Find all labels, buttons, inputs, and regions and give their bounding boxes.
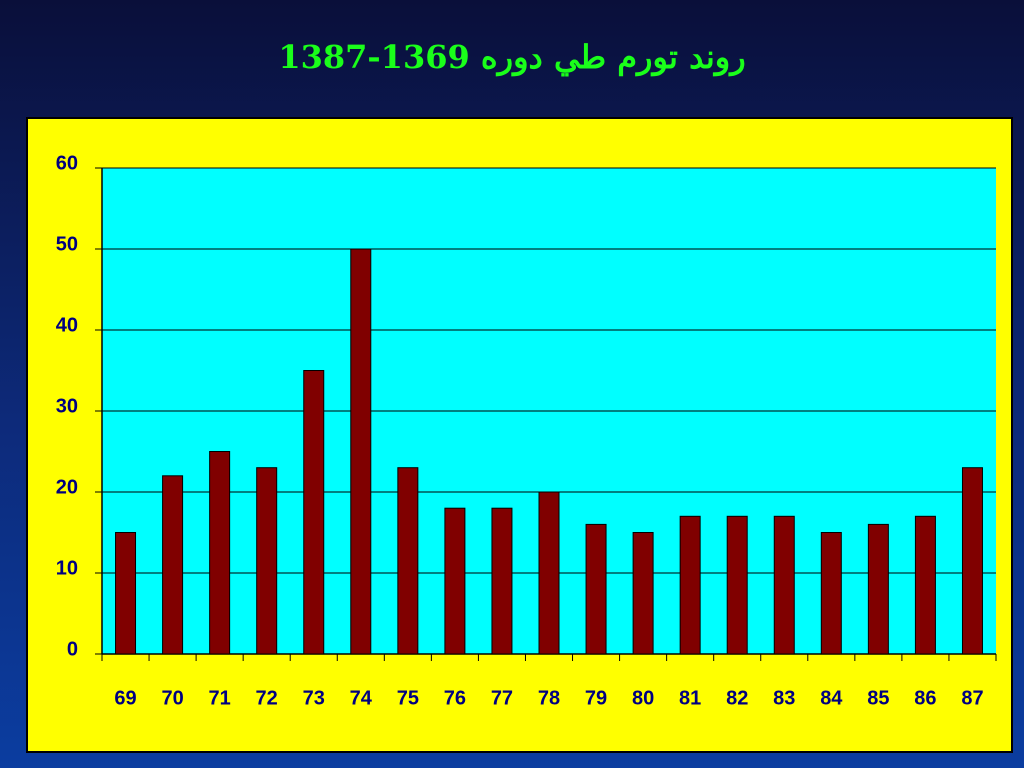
bar bbox=[961, 467, 983, 655]
x-tick-label: 69 bbox=[114, 687, 136, 709]
x-tick-label: 74 bbox=[350, 687, 373, 709]
bar bbox=[162, 475, 184, 655]
bar bbox=[914, 515, 936, 655]
bar bbox=[632, 532, 654, 655]
x-tick-label: 75 bbox=[397, 687, 419, 709]
y-tick-label: 10 bbox=[56, 557, 78, 579]
bar bbox=[679, 515, 701, 655]
bar bbox=[444, 507, 466, 655]
x-tick-label: 73 bbox=[303, 687, 325, 709]
bar bbox=[773, 515, 795, 655]
x-tick-label: 87 bbox=[961, 687, 983, 709]
bar bbox=[867, 523, 889, 655]
x-tick-label: 80 bbox=[632, 687, 654, 709]
bar bbox=[303, 370, 325, 655]
bar bbox=[350, 248, 372, 655]
x-tick-label: 71 bbox=[209, 687, 231, 709]
x-tick-label: 70 bbox=[161, 687, 183, 709]
x-tick-label: 83 bbox=[773, 687, 795, 709]
x-tick-label: 84 bbox=[820, 687, 843, 709]
bar bbox=[256, 467, 278, 655]
y-tick-label: 60 bbox=[56, 152, 78, 174]
bar bbox=[538, 491, 560, 655]
y-tick-label: 30 bbox=[56, 395, 78, 417]
bar bbox=[491, 507, 513, 655]
x-tick-label: 82 bbox=[726, 687, 748, 709]
x-tick-label: 85 bbox=[867, 687, 889, 709]
x-tick-label: 77 bbox=[491, 687, 513, 709]
x-tick-label: 72 bbox=[256, 687, 278, 709]
chart-title: روند تورم طي دوره 1369-1387 bbox=[278, 38, 746, 76]
bar bbox=[820, 532, 842, 655]
bar bbox=[115, 532, 137, 655]
x-tick-label: 81 bbox=[679, 687, 701, 709]
y-tick-label: 0 bbox=[67, 638, 78, 660]
bar bbox=[585, 523, 607, 655]
x-tick-label: 76 bbox=[444, 687, 466, 709]
x-tick-label: 79 bbox=[585, 687, 607, 709]
bar bbox=[397, 467, 419, 655]
x-tick-label: 78 bbox=[538, 687, 560, 709]
x-tick-label: 86 bbox=[914, 687, 936, 709]
y-tick-label: 20 bbox=[56, 476, 78, 498]
y-tick-label: 40 bbox=[56, 314, 78, 336]
bar bbox=[209, 451, 231, 655]
y-tick-label: 50 bbox=[56, 233, 78, 255]
bar bbox=[726, 515, 748, 655]
